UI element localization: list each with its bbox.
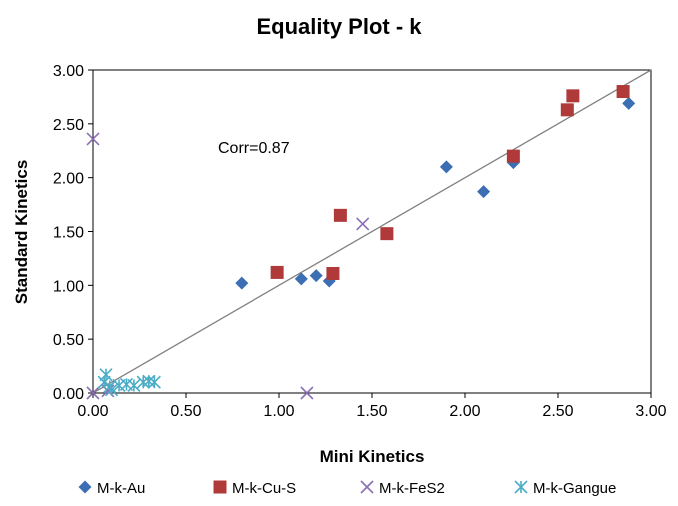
chart-title: Equality Plot - k [256, 14, 422, 39]
y-axis-title: Standard Kinetics [12, 160, 31, 305]
y-tick-label: 2.00 [53, 171, 84, 188]
equality-reference-line [92, 69, 652, 394]
y-tick-label: 0.00 [53, 386, 84, 403]
y-tick-label: 1.50 [53, 225, 84, 242]
data-point [506, 149, 520, 163]
data-point [270, 265, 284, 279]
x-tick-label: 0.50 [170, 403, 201, 420]
legend-entry: M-k-Au [78, 480, 145, 497]
legend-entry: M-k-FeS2 [360, 480, 445, 497]
x-tick-label: 1.50 [356, 403, 387, 420]
series-M-k-Gangue [97, 368, 161, 397]
correlation-annotation: Corr=0.87 [218, 140, 290, 157]
series-M-k-FeS2 [86, 132, 370, 400]
legend-label: M-k-Au [97, 480, 145, 497]
data-point [356, 217, 370, 231]
x-tick-label: 1.00 [263, 403, 294, 420]
data-point [99, 368, 113, 382]
data-point [622, 96, 636, 110]
x-axis-title: Mini Kinetics [320, 447, 425, 466]
y-tick-label: 2.50 [53, 117, 84, 134]
data-point [477, 185, 491, 199]
x-tick-label: 2.00 [449, 403, 480, 420]
data-point [105, 383, 119, 397]
legend-label: M-k-Cu-S [232, 480, 296, 497]
data-point [380, 227, 394, 241]
data-point [439, 160, 453, 174]
data-point [616, 85, 630, 99]
data-point [309, 269, 323, 283]
data-point [560, 103, 574, 117]
data-point [300, 386, 314, 400]
data-point [294, 272, 308, 286]
y-tick-label: 1.00 [53, 278, 84, 295]
series-M-k-Cu-S [270, 85, 630, 280]
legend-entry: M-k-Gangue [514, 480, 616, 497]
data-point [147, 375, 161, 389]
data-point [333, 208, 347, 222]
legend-label: M-k-FeS2 [379, 480, 445, 497]
data-point [127, 378, 141, 393]
x-tick-label: 0.00 [77, 403, 108, 420]
legend-marker [213, 480, 227, 494]
legend-marker [78, 480, 92, 494]
data-point [86, 132, 100, 146]
data-point [326, 266, 340, 280]
data-point [235, 276, 249, 290]
x-tick-label: 2.50 [542, 403, 573, 420]
legend-marker [514, 480, 528, 494]
legend-label: M-k-Gangue [533, 480, 616, 497]
data-point [566, 89, 580, 103]
y-tick-label: 0.50 [53, 332, 84, 349]
legend-marker [360, 480, 374, 494]
y-tick-label: 3.00 [53, 63, 84, 80]
x-tick-label: 3.00 [635, 403, 666, 420]
data-point [86, 386, 100, 400]
legend-entry: M-k-Cu-S [213, 480, 296, 497]
